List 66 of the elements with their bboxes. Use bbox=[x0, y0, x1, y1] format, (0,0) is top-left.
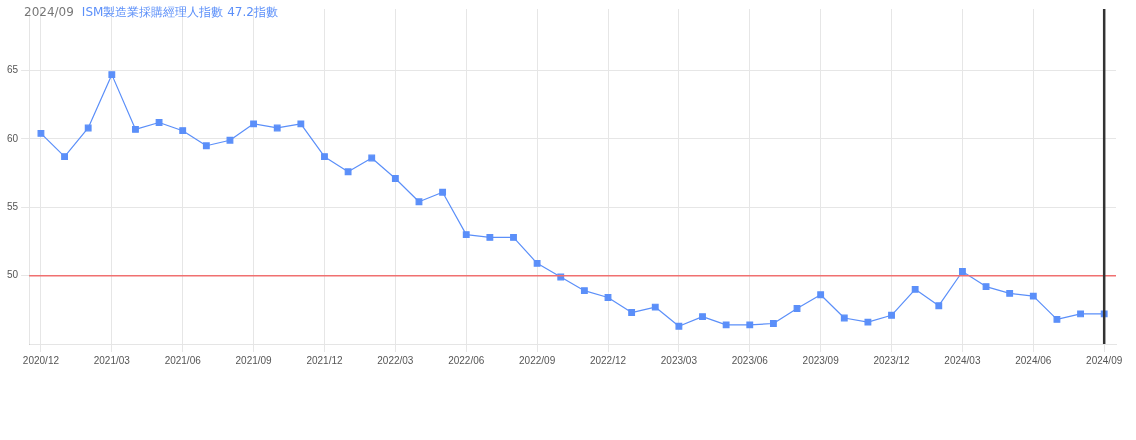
point bbox=[273, 124, 281, 132]
point bbox=[1006, 289, 1014, 297]
point bbox=[1029, 292, 1037, 300]
y-tick-label: 60 bbox=[7, 132, 19, 144]
x-tick-label: 2020/12 bbox=[22, 354, 60, 366]
point bbox=[155, 119, 163, 126]
point bbox=[864, 318, 872, 326]
point bbox=[344, 168, 352, 176]
x-tick-label: 2024/03 bbox=[944, 354, 981, 366]
point bbox=[415, 198, 423, 206]
x-tick-label: 2023/03 bbox=[660, 354, 698, 366]
y-tick-label: 55 bbox=[7, 201, 19, 213]
x-tick-label: 2022/06 bbox=[448, 354, 485, 366]
y-tick-label: 50 bbox=[7, 269, 19, 281]
point bbox=[391, 175, 399, 182]
x-tick-label: 2023/09 bbox=[802, 354, 840, 366]
x-tick-label: 2022/12 bbox=[589, 354, 627, 366]
point bbox=[297, 120, 305, 128]
point bbox=[722, 321, 730, 329]
point bbox=[935, 302, 943, 310]
point bbox=[368, 154, 376, 162]
x-tick-label: 2021/12 bbox=[306, 354, 343, 366]
chart-title: 2024/09 bbox=[24, 5, 74, 19]
point bbox=[793, 305, 801, 312]
x-tick-label: 2023/12 bbox=[873, 354, 911, 366]
point bbox=[462, 231, 470, 239]
point bbox=[510, 233, 517, 241]
point bbox=[132, 125, 139, 133]
point bbox=[1053, 315, 1061, 323]
point bbox=[250, 120, 258, 128]
point bbox=[699, 313, 706, 321]
point bbox=[675, 322, 683, 330]
x-tick-label: 2021/03 bbox=[93, 354, 131, 366]
point bbox=[580, 287, 588, 295]
point bbox=[61, 153, 68, 161]
point bbox=[226, 136, 234, 144]
point bbox=[958, 268, 966, 275]
point bbox=[202, 142, 210, 150]
x-tick-label: 2021/06 bbox=[164, 354, 202, 366]
point bbox=[628, 309, 636, 316]
point bbox=[982, 283, 990, 290]
point bbox=[651, 303, 659, 311]
point bbox=[439, 188, 447, 196]
y-tick-label: 65 bbox=[7, 64, 19, 76]
point bbox=[817, 291, 825, 299]
x-tick-label: 2021/09 bbox=[235, 354, 273, 366]
x-tick-label: 2024/06 bbox=[1015, 354, 1052, 366]
point bbox=[1077, 310, 1084, 318]
point bbox=[911, 285, 919, 293]
chart-subtitle: ISM製造業採購經理人指數 47.2指數 bbox=[81, 5, 278, 19]
x-tick-label: 2024/09 bbox=[1086, 354, 1123, 366]
x-tick-label: 2023/06 bbox=[731, 354, 769, 366]
point bbox=[179, 127, 187, 135]
point bbox=[84, 124, 92, 132]
point bbox=[604, 294, 612, 301]
point bbox=[37, 130, 45, 137]
x-tick-label: 2022/03 bbox=[377, 354, 414, 366]
point bbox=[486, 233, 494, 241]
point bbox=[746, 321, 754, 329]
point bbox=[840, 314, 848, 322]
x-tick-label: 2022/09 bbox=[519, 354, 556, 366]
point bbox=[108, 71, 116, 79]
point bbox=[533, 259, 541, 267]
point bbox=[321, 153, 328, 161]
point bbox=[769, 320, 777, 327]
point bbox=[888, 311, 895, 319]
